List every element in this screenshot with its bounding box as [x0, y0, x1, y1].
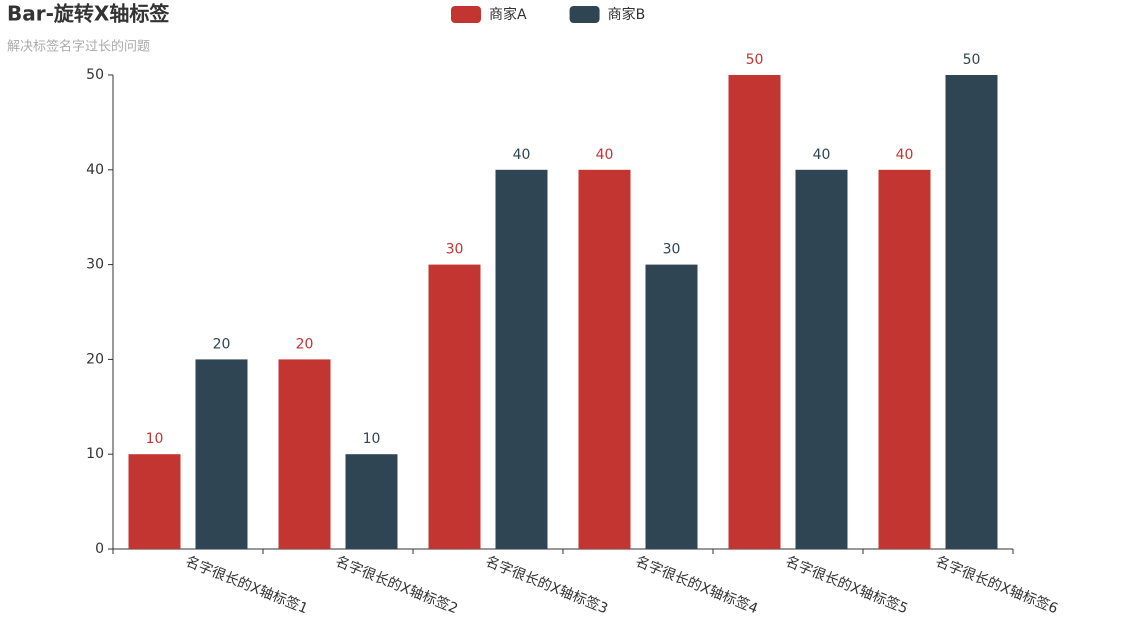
bar[interactable] [495, 169, 548, 550]
bar[interactable] [578, 169, 631, 550]
bar[interactable] [945, 75, 998, 549]
chart-subtitle: 解决标签名字过长的问题 [7, 39, 150, 55]
x-tick-label: 名字很长的X轴标签6 [933, 553, 1060, 618]
bar[interactable] [345, 454, 398, 549]
y-tick-label: 30 [86, 257, 104, 273]
value-label: 30 [446, 242, 464, 258]
value-label: 40 [813, 147, 831, 163]
bar[interactable] [128, 454, 181, 549]
value-label: 40 [513, 147, 531, 163]
y-tick-label: 10 [86, 446, 104, 462]
value-label: 30 [663, 242, 681, 258]
x-tick-label: 名字很长的X轴标签3 [483, 553, 610, 618]
bar[interactable] [645, 264, 698, 549]
value-label: 20 [213, 336, 231, 352]
value-label: 50 [746, 52, 764, 68]
legend-swatch[interactable] [451, 6, 481, 23]
bar[interactable] [878, 169, 931, 550]
y-tick-label: 40 [86, 162, 104, 178]
legend-label[interactable]: 商家A [489, 6, 527, 23]
bar[interactable] [195, 359, 248, 549]
x-tick-label: 名字很长的X轴标签5 [783, 553, 910, 618]
y-tick-label: 50 [86, 67, 104, 83]
x-tick-label: 名字很长的X轴标签4 [633, 553, 760, 618]
value-label: 10 [146, 431, 164, 447]
bar[interactable] [728, 75, 781, 549]
value-label: 40 [896, 147, 914, 163]
value-label: 40 [596, 147, 614, 163]
y-tick-label: 0 [95, 541, 104, 557]
value-label: 50 [963, 52, 981, 68]
value-label: 10 [363, 431, 381, 447]
legend-label[interactable]: 商家B [608, 6, 646, 23]
legend-swatch[interactable] [569, 6, 600, 23]
bar[interactable] [278, 359, 331, 549]
x-tick-label: 名字很长的X轴标签2 [333, 553, 460, 618]
y-tick-label: 20 [86, 351, 104, 367]
value-label: 20 [296, 336, 314, 352]
bar[interactable] [795, 169, 848, 550]
bar[interactable] [428, 264, 481, 549]
x-tick-label: 名字很长的X轴标签1 [183, 553, 310, 618]
chart-title: Bar-旋转X轴标签 [7, 2, 170, 26]
